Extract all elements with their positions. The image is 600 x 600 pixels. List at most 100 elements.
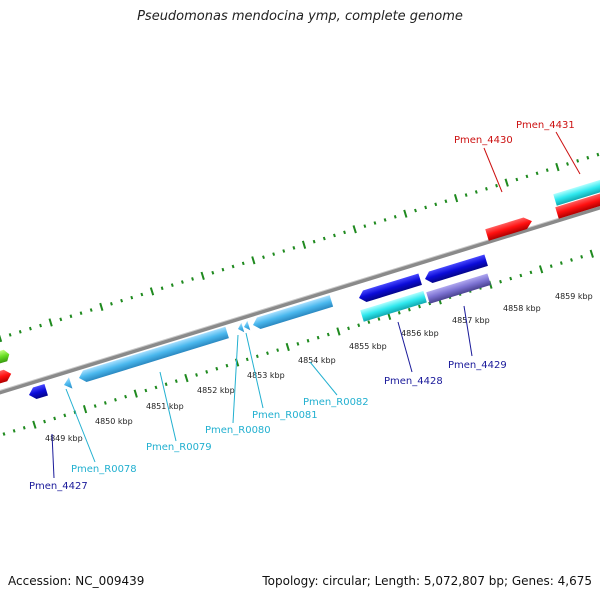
- tick-mark: [347, 326, 350, 331]
- tick-mark: [434, 202, 438, 207]
- kbp-label: 4855 kbp: [349, 342, 387, 351]
- gene-label-pmen-r0082: Pmen_R0082: [303, 397, 369, 408]
- gene-pmen-4428-arrow-cyan: [360, 290, 427, 322]
- tick-mark: [306, 338, 310, 343]
- tick-mark: [272, 252, 276, 256]
- tick-mark: [474, 190, 478, 194]
- tick-mark: [0, 334, 3, 343]
- tick-mark: [211, 270, 215, 275]
- tick-mark: [48, 318, 53, 327]
- gene-pmen-4429-arrow-purple: [426, 273, 491, 304]
- gene-red-arrow-left: [0, 369, 12, 385]
- gene-pmen-4429-arrow-blue: [425, 254, 488, 283]
- tick-mark: [535, 171, 539, 176]
- kbp-label: 4850 kbp: [95, 417, 133, 426]
- gene-pmen-4430-arrow: [485, 217, 532, 241]
- genome-summary-text: Topology: circular; Length: 5,072,807 bp…: [262, 574, 592, 588]
- gene-pmen-4427-arrow: [29, 383, 48, 399]
- tick-mark: [266, 351, 269, 356]
- tick-mark: [509, 276, 513, 281]
- gene-label-pmen-4431: Pmen_4431: [516, 120, 575, 131]
- tick-mark: [221, 267, 225, 272]
- map-title: Pseudomonas mendocina ymp, complete geno…: [137, 9, 463, 24]
- tick-mark: [200, 271, 205, 280]
- tick-mark: [580, 255, 584, 259]
- gene-pmen-r0082-arrow: [253, 295, 334, 329]
- tick-mark: [393, 215, 397, 219]
- tick-mark: [444, 199, 448, 204]
- gene-label-pmen-4427: Pmen_4427: [29, 481, 88, 492]
- tick-mark: [296, 341, 300, 346]
- tick-mark: [549, 264, 553, 268]
- tick-mark: [559, 261, 563, 265]
- kbp-labels: 4849 kbp 4850 kbp 4851 kbp 4852 kbp 4853…: [45, 292, 593, 443]
- gene-labels: Pmen_4427 Pmen_R0078 Pmen_R0079 Pmen_R00…: [29, 120, 575, 492]
- gene-pmen-r0078-arrow: [64, 377, 73, 389]
- tick-mark: [59, 317, 63, 322]
- feature-arrows: [0, 176, 600, 399]
- tick-mark: [93, 404, 97, 408]
- tick-mark: [576, 159, 580, 163]
- tick-mark: [555, 162, 560, 172]
- tick-rings: [0, 152, 600, 436]
- tick-mark: [453, 194, 459, 203]
- tick-mark: [301, 240, 307, 249]
- tick-mark: [570, 258, 573, 262]
- tick-mark: [140, 292, 144, 297]
- tick-mark: [241, 261, 245, 266]
- gene-label-pmen-r0078: Pmen_R0078: [71, 464, 137, 475]
- tick-mark: [215, 366, 219, 371]
- tick-mark: [357, 323, 361, 328]
- tick-mark: [170, 283, 174, 288]
- tick-mark: [32, 420, 37, 429]
- gene-pmen-4428-arrow-blue: [359, 273, 422, 302]
- tick-mark: [333, 233, 336, 238]
- tick-mark: [160, 286, 164, 291]
- gene-label-pmen-r0080: Pmen_R0080: [205, 425, 271, 436]
- gene-pmen-r0079-arrow: [79, 326, 229, 382]
- tick-mark: [499, 279, 502, 284]
- tick-mark: [504, 178, 509, 187]
- tick-mark: [262, 255, 265, 260]
- tick-mark: [373, 221, 377, 225]
- tick-mark: [336, 327, 341, 336]
- tick-mark: [103, 401, 107, 405]
- tick-mark: [367, 320, 371, 324]
- gene-green-arrow: [0, 349, 10, 365]
- tick-mark: [285, 342, 290, 352]
- tick-mark: [525, 174, 529, 179]
- tick-mark: [407, 307, 411, 312]
- gene-label-pmen-4428: Pmen_4428: [384, 376, 443, 387]
- tick-mark: [586, 155, 590, 160]
- kbp-label: 4851 kbp: [146, 402, 184, 411]
- tick-mark: [403, 209, 408, 218]
- accession-text: Accession: NC_009439: [8, 574, 145, 588]
- tick-mark: [545, 168, 549, 172]
- tick-mark: [99, 302, 104, 311]
- tick-mark: [164, 382, 168, 387]
- tick-mark: [205, 369, 209, 374]
- tick-mark: [149, 287, 155, 296]
- tick-mark: [28, 326, 32, 331]
- tick-mark: [519, 273, 523, 278]
- tick-mark: [352, 225, 357, 234]
- tick-mark: [110, 302, 113, 306]
- tick-mark: [43, 419, 46, 424]
- tick-mark: [343, 230, 346, 235]
- tick-mark: [114, 398, 117, 402]
- tick-mark: [144, 388, 148, 393]
- tick-mark: [485, 187, 488, 191]
- tick-mark: [130, 295, 134, 300]
- label-leader-lines: [51, 131, 581, 479]
- tick-mark: [363, 224, 367, 228]
- kbp-label: 4849 kbp: [45, 434, 83, 443]
- tick-mark: [12, 429, 16, 433]
- tick-mark: [515, 177, 519, 182]
- gene-label-pmen-r0079: Pmen_R0079: [146, 442, 212, 453]
- tick-mark: [322, 236, 326, 241]
- tick-mark: [63, 413, 67, 418]
- kbp-label: 4852 kbp: [197, 386, 235, 395]
- tick-mark: [191, 277, 194, 281]
- tick-mark: [566, 162, 569, 166]
- tick-mark: [245, 357, 249, 362]
